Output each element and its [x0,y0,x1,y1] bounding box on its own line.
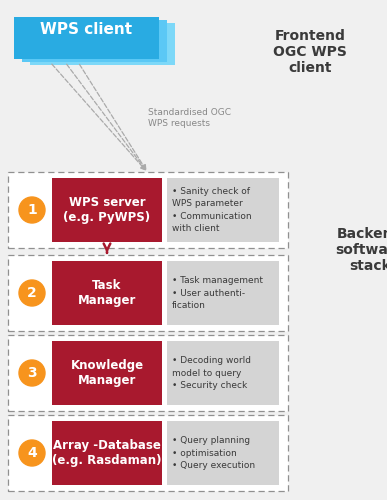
Circle shape [19,360,45,386]
Text: Task
Manager: Task Manager [78,279,136,307]
Bar [14,17,159,59]
Circle shape [19,440,45,466]
Text: Backend
software
stack: Backend software stack [336,227,387,273]
Text: WPS client: WPS client [40,22,133,38]
Circle shape [19,197,45,223]
Bar [8,255,288,331]
Bar [8,172,288,248]
Circle shape [19,280,45,306]
Bar [8,335,288,411]
Bar [167,178,279,242]
Bar [52,261,162,325]
Bar [52,421,162,485]
Text: • Sanity check of
WPS parameter
• Communication
with client: • Sanity check of WPS parameter • Commun… [172,186,252,233]
Text: Array -Database
(e.g. Rasdaman): Array -Database (e.g. Rasdaman) [52,439,162,467]
Text: 3: 3 [27,366,37,380]
Text: • Query planning
• optimisation
• Query execution: • Query planning • optimisation • Query … [172,436,255,470]
Text: WPS server
(e.g. PyWPS): WPS server (e.g. PyWPS) [63,196,151,224]
Text: Frontend
OGC WPS
client: Frontend OGC WPS client [273,29,347,75]
Text: • Task management
• User authenti-
fication: • Task management • User authenti- ficat… [172,276,263,310]
Text: 4: 4 [27,446,37,460]
Bar [22,20,167,62]
Bar [8,415,288,491]
Text: Knowledge
Manager: Knowledge Manager [70,359,144,387]
Bar [30,23,175,65]
Bar [167,421,279,485]
Text: 2: 2 [27,286,37,300]
Bar [52,178,162,242]
Text: • Decoding world
model to query
• Security check: • Decoding world model to query • Securi… [172,356,251,390]
Text: 1: 1 [27,203,37,217]
Bar [52,341,162,405]
Text: Standardised OGC
WPS requests: Standardised OGC WPS requests [148,108,231,128]
Bar [167,341,279,405]
Bar [167,261,279,325]
